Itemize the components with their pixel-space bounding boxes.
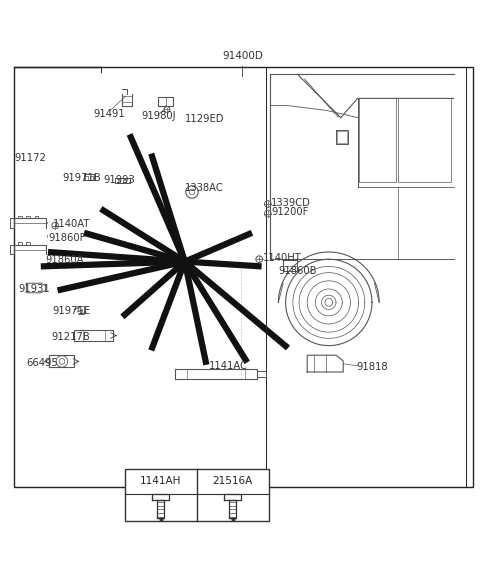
Text: 1141AH: 1141AH	[140, 476, 181, 486]
Text: 1140AT: 1140AT	[53, 219, 90, 229]
Text: 91172: 91172	[14, 153, 46, 164]
Text: 91400D: 91400D	[222, 51, 263, 62]
Text: 91860B: 91860B	[278, 266, 317, 276]
Text: 91931: 91931	[18, 284, 50, 294]
Text: 21516A: 21516A	[213, 476, 253, 486]
Text: 66495: 66495	[26, 358, 58, 369]
Text: 91818: 91818	[356, 362, 388, 372]
Text: 1338AC: 1338AC	[185, 183, 224, 193]
Text: 91860A: 91860A	[46, 255, 84, 265]
Bar	[266, 67, 466, 487]
Text: 91491: 91491	[94, 109, 125, 119]
Text: 91971B: 91971B	[62, 173, 101, 183]
Text: 1140HT: 1140HT	[263, 253, 302, 263]
Text: 91200F: 91200F	[271, 207, 309, 217]
Text: 91217B: 91217B	[52, 332, 91, 343]
Text: 91980J: 91980J	[142, 111, 176, 121]
Text: 1141AC: 1141AC	[209, 361, 248, 372]
Text: 1129ED: 1129ED	[185, 113, 224, 124]
Text: 91971E: 91971E	[53, 306, 91, 316]
Text: 91860F: 91860F	[48, 233, 85, 242]
Text: 1339CD: 1339CD	[271, 198, 311, 207]
Bar	[125, 469, 269, 521]
Text: 91993: 91993	[103, 176, 135, 185]
Bar	[14, 67, 473, 487]
